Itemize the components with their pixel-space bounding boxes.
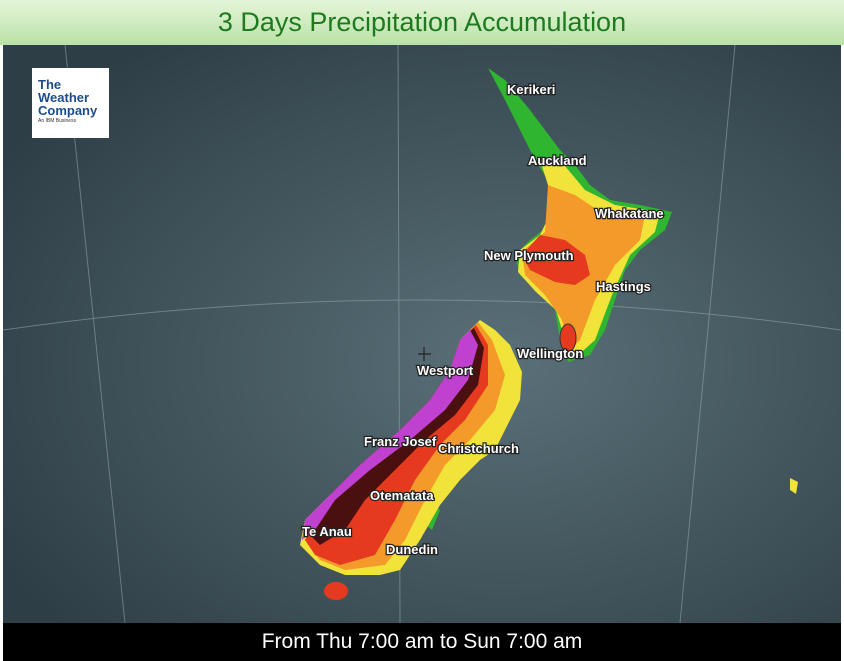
footer-text: From Thu 7:00 am to Sun 7:00 am — [3, 623, 841, 661]
city-label: Hastings — [596, 279, 651, 294]
city-label: Christchurch — [438, 441, 519, 456]
logo: The Weather Company An IBM Business — [32, 68, 109, 138]
header-title: 3 Days Precipitation Accumulation — [0, 0, 844, 45]
city-label: Otematata — [370, 488, 434, 503]
city-label: Whakatane — [595, 206, 664, 221]
city-label: Westport — [417, 363, 474, 378]
city-label: Dunedin — [386, 542, 438, 557]
city-label: Franz Josef — [364, 434, 437, 449]
logo-subtext: An IBM Business — [38, 118, 77, 124]
north-island — [488, 68, 672, 362]
city-label: Auckland — [528, 153, 587, 168]
city-label: Wellington — [517, 346, 583, 361]
graticule — [3, 45, 841, 623]
city-label: New Plymouth — [484, 248, 574, 263]
logo-text: Company — [38, 103, 98, 118]
south-island — [300, 320, 798, 600]
map: Kerikeri Auckland Whakatane New Plymouth… — [3, 45, 841, 623]
logo-text: The — [38, 77, 62, 92]
logo-text: Weather — [38, 90, 90, 105]
marker — [418, 347, 431, 361]
city-label: Te Anau — [302, 524, 352, 539]
city-label: Kerikeri — [507, 82, 555, 97]
